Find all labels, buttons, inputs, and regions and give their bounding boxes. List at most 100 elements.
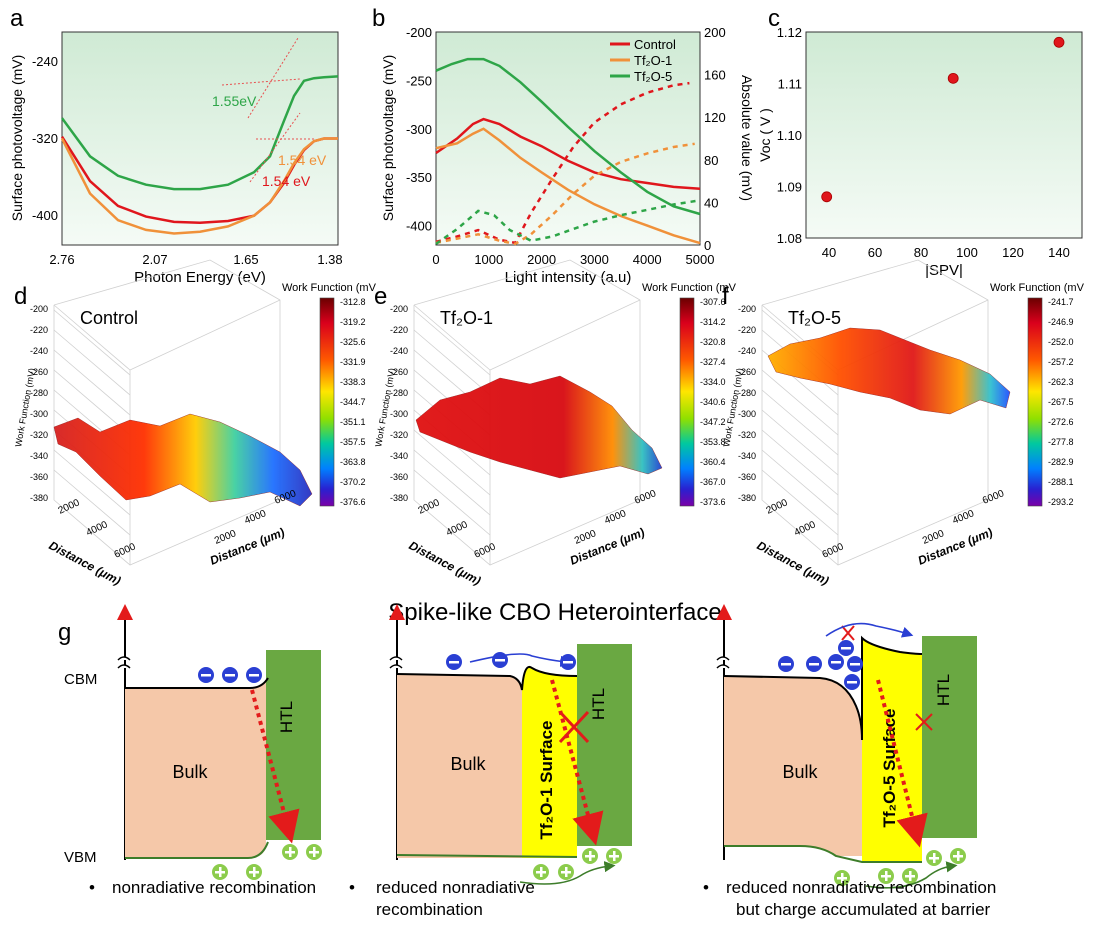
legend: Control Tf₂O-1 Tf₂O-5 xyxy=(610,37,676,84)
x-tick: 2000 xyxy=(57,497,82,517)
surface-label: Tf₂O-5 Surface xyxy=(880,708,899,827)
colorbar-tick: -262.3 xyxy=(1048,377,1074,387)
blocked-cross-icon xyxy=(841,625,855,641)
colorbar xyxy=(319,297,335,507)
holes xyxy=(834,848,966,886)
z-tick: -300 xyxy=(738,409,756,419)
y-tick-right: 40 xyxy=(704,195,718,210)
y-tick: 1.08 xyxy=(777,231,802,246)
y-tick: 6000 xyxy=(981,488,1006,507)
3d-box-frame xyxy=(413,259,641,566)
colorbar xyxy=(679,297,695,507)
surface-label: Tf₂O-1 Surface xyxy=(537,720,556,839)
scatter-point xyxy=(947,72,959,84)
hole-icon xyxy=(606,848,622,864)
axis-break-icon xyxy=(117,656,131,669)
x-tick: 3000 xyxy=(580,252,609,267)
z-tick: -200 xyxy=(30,304,48,314)
electron-path-arrow xyxy=(469,653,572,667)
electron-icon xyxy=(446,654,462,670)
panel-a: a 1.55eV 1.54 eV 1.54 eV 2.76 2.07 1.65 … xyxy=(9,5,343,286)
y-tick: -300 xyxy=(406,122,432,137)
panel-e: e Tf₂O-1 -200 -220 -240 -260 -280 -300 -320 -340 -… xyxy=(373,259,737,588)
z-tick: -280 xyxy=(738,388,756,398)
x-tick: 6000 xyxy=(821,541,846,561)
panel-letter: g xyxy=(58,619,71,646)
x-tick: 2000 xyxy=(417,497,442,517)
work-function-surface xyxy=(53,413,313,507)
cbm-line xyxy=(723,635,923,741)
x-tick: 5000 xyxy=(686,252,715,267)
hole-icon xyxy=(212,864,228,880)
bullet-text-1: nonradiative recombination xyxy=(112,878,316,897)
colorbar-tick: -307.6 xyxy=(700,297,726,307)
z-tick: -200 xyxy=(390,304,408,314)
series-line xyxy=(60,75,339,191)
htl-block xyxy=(266,650,321,840)
recombination-arrow xyxy=(550,679,604,846)
recombination-arrow xyxy=(876,679,928,848)
hole-icon xyxy=(282,844,298,860)
z-tick: -340 xyxy=(390,451,408,461)
bullet-mark: • xyxy=(89,878,95,897)
bullet-text-2-line2: recombination xyxy=(376,900,483,919)
x-tick: 120 xyxy=(1002,245,1024,260)
hole-icon xyxy=(950,848,966,864)
z-tick: -220 xyxy=(738,325,756,335)
cbm-line xyxy=(396,666,578,691)
colorbar-tick: -327.4 xyxy=(700,357,726,367)
x-tick: 4000 xyxy=(445,519,470,539)
y-tick: -400 xyxy=(32,208,58,223)
y-tick: 1.12 xyxy=(777,25,802,40)
panel-c: c 40 60 80 100 120 140 1.12 1.11 1.10 1.09 1.08 |… xyxy=(757,5,1083,279)
y-axis-label-right: Absolute value (mV) xyxy=(739,75,755,201)
y-tick: 1.10 xyxy=(777,128,802,143)
colorbar-title: Work Function (mV xyxy=(990,282,1085,294)
panel-letter: f xyxy=(722,283,729,310)
x-tick: 140 xyxy=(1048,245,1070,260)
electron-path-arrow xyxy=(825,622,914,638)
electron-icon xyxy=(198,667,214,683)
x-tick: 2.07 xyxy=(142,252,167,267)
electron-icon xyxy=(847,656,863,672)
y-tick-right: 200 xyxy=(704,25,726,40)
panel-letter: d xyxy=(14,283,27,310)
scatter-point xyxy=(821,191,833,203)
colorbar-tick: -360.4 xyxy=(700,457,726,467)
electron-icon xyxy=(778,656,794,672)
y-tick: 4000 xyxy=(603,508,628,527)
surface-label: Control xyxy=(80,308,138,328)
electron-icon xyxy=(806,656,822,672)
y-tick-right: 0 xyxy=(704,238,711,253)
z-tick: -280 xyxy=(30,388,48,398)
z-tick: -260 xyxy=(390,367,408,377)
y-axis-label: Distance (μm) xyxy=(568,525,647,568)
x-tick: 4000 xyxy=(793,519,818,539)
colorbar-tick: -367.0 xyxy=(700,477,726,487)
x-tick: 2000 xyxy=(765,497,790,517)
z-tick: -260 xyxy=(738,367,756,377)
colorbar-tick: -325.6 xyxy=(340,337,366,347)
colorbar-tick: -353.8 xyxy=(700,437,726,447)
colorbar-tick: -288.1 xyxy=(1048,477,1074,487)
z-tick: -280 xyxy=(390,388,408,398)
x-tick: 100 xyxy=(956,245,978,260)
colorbar-tick: -282.9 xyxy=(1048,457,1074,467)
x-tick: 4000 xyxy=(85,519,110,539)
colorbar-title: Work Function (mV xyxy=(642,282,737,294)
y-axis-label: Distance (μm) xyxy=(208,525,287,568)
x-tick: 2.76 xyxy=(49,252,74,267)
electron-icon xyxy=(222,667,238,683)
bullet-mark: • xyxy=(703,878,709,897)
htl-block xyxy=(577,644,632,846)
y-tick: -350 xyxy=(406,170,432,185)
legend-label: Tf₂O-1 xyxy=(634,53,672,68)
vbm-line xyxy=(724,845,922,863)
diagram-title: Spike-like CBO Heterointerface xyxy=(388,599,721,626)
x-axis-label: Distance (μm) xyxy=(407,538,484,588)
work-function-surface xyxy=(415,375,663,479)
colorbar-tick: -351.1 xyxy=(340,417,366,427)
bullet-text-3-line2: but charge accumulated at barrier xyxy=(736,900,991,919)
y-tick: 4000 xyxy=(243,508,268,527)
y-ticks-right: 200 160 120 80 40 0 xyxy=(704,25,726,253)
